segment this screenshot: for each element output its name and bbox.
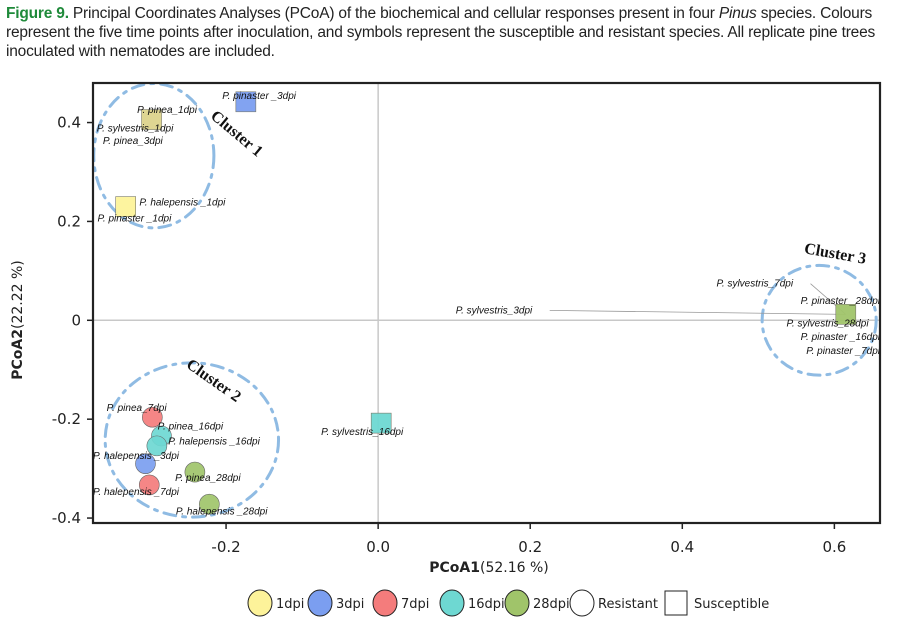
x-axis-label-bold: PCoA1 bbox=[429, 560, 480, 576]
y-axis-label-rest: (22.22 %) bbox=[10, 260, 26, 329]
x-tick-label: -0.2 bbox=[211, 538, 240, 556]
point-label: P. sylvestris_7dpi bbox=[717, 279, 794, 290]
legend-swatch-susceptible bbox=[664, 590, 688, 616]
x-axis-label: PCoA1(52.16 %) bbox=[429, 560, 549, 576]
y-tick-label: 0 bbox=[71, 311, 81, 329]
legend-label-susceptible: Susceptible bbox=[694, 597, 769, 612]
cluster-label: Cluster 1 bbox=[207, 107, 266, 160]
legend-swatch-7dpi bbox=[372, 589, 398, 617]
point-label: P. pinea_28dpi bbox=[175, 473, 241, 484]
zero-lines bbox=[93, 83, 880, 523]
legend-swatch-3dpi bbox=[307, 589, 333, 617]
cluster-label: Cluster 3 bbox=[803, 240, 867, 268]
figure-label: Figure 9. bbox=[6, 5, 69, 22]
y-axis-ticks: 0.4 0.2 0 -0.2 -0.4 bbox=[52, 114, 93, 527]
resistant-circle-marker bbox=[138, 474, 160, 496]
data-points bbox=[115, 91, 857, 515]
cluster-label: Cluster 2 bbox=[183, 356, 244, 406]
x-tick-label: 0.0 bbox=[366, 538, 390, 556]
point-label: P. pinaster _16dpi bbox=[801, 332, 881, 343]
point-label: P. halepensis _1dpi bbox=[139, 198, 226, 209]
cluster-ring bbox=[760, 263, 878, 377]
susceptible-square-marker bbox=[835, 304, 857, 325]
caption-text-1: Principal Coordinates Analyses (PCoA) of… bbox=[68, 5, 719, 22]
cluster-rings: Cluster 1 Cluster 2 Cluster 3 bbox=[92, 81, 878, 519]
figure-caption: Figure 9. Principal Coordinates Analyses… bbox=[6, 4, 896, 61]
point-label: P. pinea_3dpi bbox=[103, 136, 164, 147]
y-axis-label: PCoA2(22.22 %) bbox=[10, 260, 26, 380]
legend-label-7dpi: 7dpi bbox=[401, 597, 429, 612]
point-label: P. sylvestris_16dpi bbox=[321, 427, 404, 438]
x-axis-ticks: -0.2 0.0 0.2 0.4 0.6 bbox=[211, 523, 846, 556]
point-label: P. halepensis _3dpi bbox=[93, 451, 180, 462]
caption-italic-genus: Pinus bbox=[718, 5, 757, 22]
y-tick-label: -0.4 bbox=[52, 509, 81, 527]
x-tick-label: 0.6 bbox=[822, 538, 846, 556]
legend-label-1dpi: 1dpi bbox=[276, 597, 304, 612]
legend: 1dpi 3dpi 7dpi 16dpi 28dpi Resistant Susceptib… bbox=[247, 589, 769, 617]
point-label: P. sylvestris_28dpi bbox=[787, 319, 870, 330]
y-tick-label: 0.2 bbox=[57, 212, 81, 230]
legend-swatch-resistant bbox=[569, 589, 595, 617]
point-label: P. halepensis _16dpi bbox=[168, 436, 260, 447]
resistant-circle-marker bbox=[142, 406, 163, 428]
point-labels: P. pinaster _3dpi P. pinea_1dpi P. sylvest… bbox=[93, 91, 881, 518]
x-tick-label: 0.4 bbox=[670, 538, 694, 556]
legend-swatch-28dpi bbox=[504, 589, 530, 617]
point-label: P. pinaster _7dpi bbox=[806, 346, 881, 357]
legend-label-resistant: Resistant bbox=[598, 597, 658, 612]
x-tick-label: 0.2 bbox=[518, 538, 542, 556]
resistant-circle-marker bbox=[199, 493, 220, 515]
point-label: P. pinaster _1dpi bbox=[98, 213, 173, 224]
point-label: P. sylvestris_1dpi bbox=[97, 123, 174, 134]
point-label: P. pinaster _28dpi bbox=[801, 296, 881, 307]
legend-swatch-16dpi bbox=[439, 589, 465, 617]
caption-text-2: species. Colours represent the five time… bbox=[6, 5, 876, 60]
x-axis-label-rest: (52.16 %) bbox=[480, 560, 549, 576]
leader-line bbox=[549, 309, 846, 315]
resistant-circle-marker bbox=[135, 453, 156, 474]
susceptible-square-marker bbox=[235, 91, 257, 113]
resistant-circle-marker bbox=[184, 461, 206, 483]
point-label: P. pinaster _3dpi bbox=[222, 91, 297, 102]
legend-swatch-1dpi bbox=[247, 589, 273, 617]
point-label: P. pinea_7dpi bbox=[107, 403, 168, 414]
legend-label-16dpi: 16dpi bbox=[468, 597, 505, 612]
susceptible-square-marker bbox=[115, 196, 136, 217]
y-axis-label-bold: PCoA2 bbox=[10, 329, 26, 380]
point-label: P. halepensis _28dpi bbox=[176, 507, 268, 518]
susceptible-square-marker bbox=[141, 109, 162, 130]
cluster-ring bbox=[103, 361, 281, 519]
susceptible-square-marker bbox=[370, 412, 392, 434]
legend-label-3dpi: 3dpi bbox=[336, 597, 364, 612]
y-tick-label: 0.4 bbox=[57, 114, 81, 132]
y-tick-label: -0.2 bbox=[52, 410, 81, 428]
point-label: P. pinea_16dpi bbox=[158, 422, 224, 433]
point-label: P. sylvestris_3dpi bbox=[456, 305, 533, 316]
legend-label-28dpi: 28dpi bbox=[533, 597, 570, 612]
point-label: P. pinea_1dpi bbox=[137, 105, 198, 116]
plot-frame bbox=[91, 81, 882, 525]
point-label: P. halepensis _7dpi bbox=[93, 487, 180, 498]
resistant-circle-marker bbox=[146, 435, 168, 457]
